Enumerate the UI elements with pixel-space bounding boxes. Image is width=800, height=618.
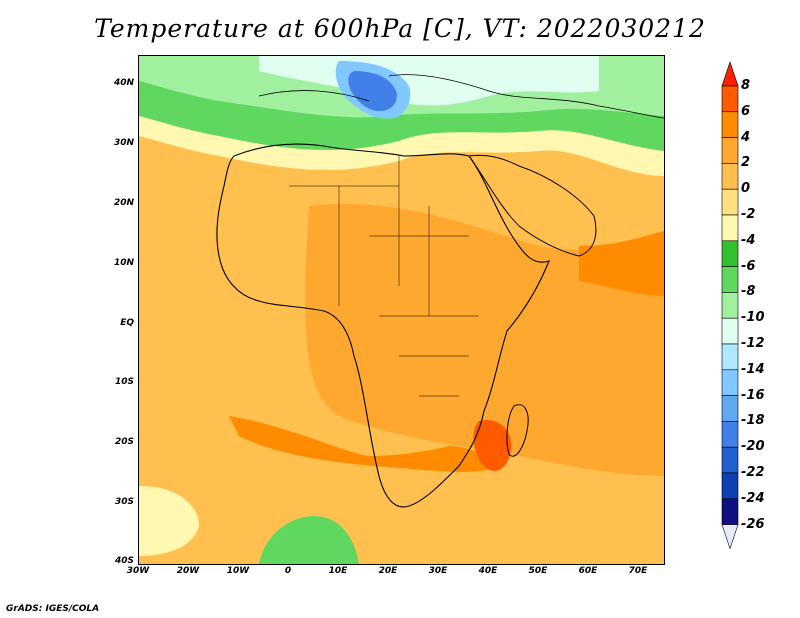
colorbar-label: -14 <box>741 361 765 377</box>
lat-label: 20N <box>113 198 134 208</box>
madagascar-coastline <box>506 404 529 457</box>
lon-label: 20W <box>176 566 200 576</box>
colorbar-label: -18 <box>741 413 765 429</box>
field-band-4-east <box>579 231 664 296</box>
colorbar-swatch <box>721 369 739 396</box>
lon-label: 30E <box>428 566 448 576</box>
colorbar-label: -10 <box>741 310 765 326</box>
arabia-coastline <box>468 154 597 257</box>
colorbar-swatch <box>721 163 739 190</box>
country-borders <box>289 156 479 397</box>
colorbar-swatch <box>721 395 739 422</box>
lat-label: 40N <box>113 78 134 88</box>
colorbar-label: -26 <box>741 516 765 532</box>
colorbar-label: -24 <box>741 490 765 506</box>
field-south-cold <box>259 516 359 564</box>
colorbar-label: -4 <box>741 232 756 248</box>
map-panel <box>138 55 665 565</box>
colorbar-swatch <box>721 317 739 345</box>
lon-label: 10E <box>328 566 348 576</box>
colorbar-label: 6 <box>741 103 751 119</box>
field-southwest-cool <box>139 486 199 556</box>
field-band-6 <box>473 420 512 471</box>
colorbar-bottom-arrow <box>721 524 739 550</box>
lat-label: 30N <box>113 138 134 148</box>
lat-label: 40S <box>114 556 134 566</box>
colorbar-label: 0 <box>741 181 751 197</box>
lat-label: 10S <box>114 377 134 387</box>
colorbar-label: 8 <box>741 78 751 93</box>
lon-label: 10W <box>226 566 250 576</box>
colorbar-swatch <box>721 421 739 448</box>
lon-label: 50E <box>528 566 548 576</box>
colorbar-label: -12 <box>741 336 765 351</box>
field-band-4-south <box>229 416 499 472</box>
credit-text: GrADS: IGES/COLA <box>6 604 100 614</box>
lon-label: 20E <box>378 566 398 576</box>
colorbar-swatch <box>721 137 739 164</box>
colorbar-label: -2 <box>741 207 756 222</box>
colorbar-label: -22 <box>741 465 765 480</box>
colorbar-swatch <box>721 214 739 242</box>
europe-coastline <box>258 74 664 119</box>
lon-label: 70E <box>628 566 648 576</box>
colorbar-label: -6 <box>741 258 756 274</box>
africa-coastline <box>216 143 550 508</box>
field-cold-core-inner <box>348 71 397 111</box>
lat-label: 30S <box>114 497 134 507</box>
lat-label: 20S <box>114 437 134 447</box>
colorbar-label: 2 <box>741 155 751 171</box>
lon-label: 30W <box>126 566 150 576</box>
colorbar-swatch <box>721 343 739 371</box>
colorbar-swatch <box>721 292 739 319</box>
colorbar-label: -20 <box>741 439 765 455</box>
colorbar-swatch <box>721 498 739 525</box>
lon-label: 0 <box>284 566 292 576</box>
colorbar-swatch <box>721 240 739 267</box>
lat-label: 10N <box>113 258 134 268</box>
colorbar-swatch <box>721 266 739 293</box>
colorbar-top-arrow <box>721 61 739 87</box>
colorbar-label: -8 <box>741 284 756 300</box>
colorbar-label: -16 <box>741 387 765 403</box>
lon-label: 60E <box>578 566 598 576</box>
colorbar-label: 4 <box>741 129 751 145</box>
map-title: Temperature at 600hPa [C], VT: 202203021… <box>94 14 706 43</box>
temperature-field <box>139 56 664 564</box>
colorbar-swatch <box>721 446 739 474</box>
colorbar-swatch <box>721 188 739 216</box>
colorbar-swatch <box>721 111 739 138</box>
lon-label: 40E <box>478 566 498 576</box>
lat-label: EQ <box>120 318 134 328</box>
colorbar-swatch <box>721 85 739 113</box>
colorbar-swatch <box>721 472 739 500</box>
field-band-2 <box>305 204 664 476</box>
